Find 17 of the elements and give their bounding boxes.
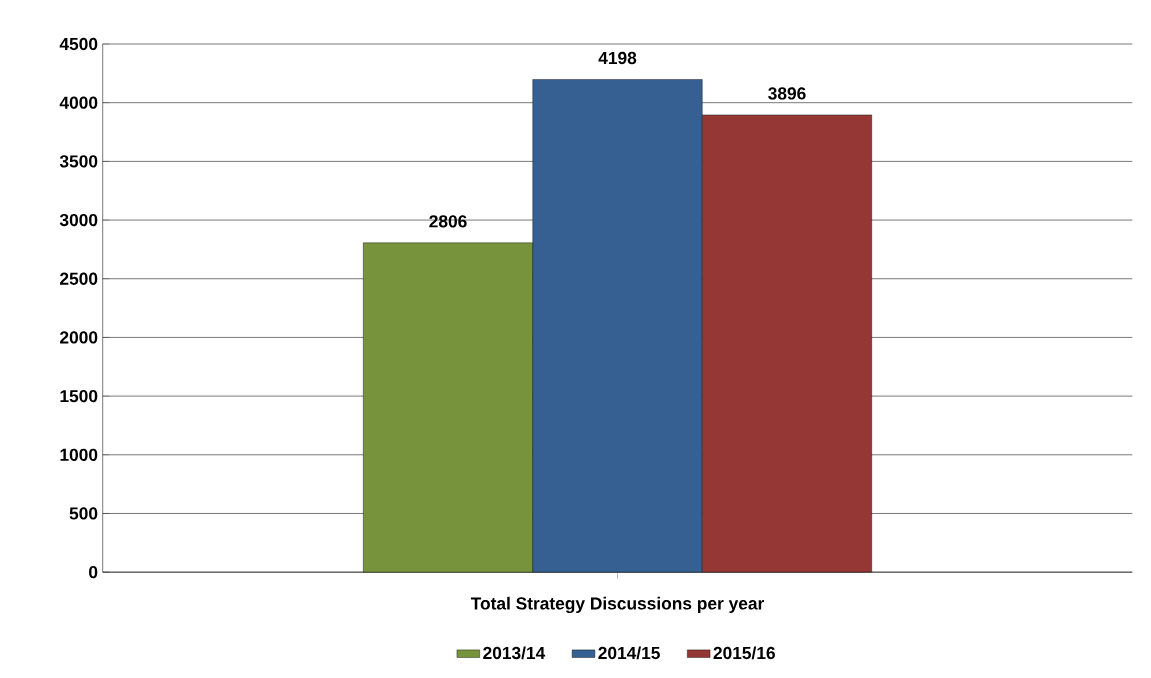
y-tick-label: 2000 bbox=[60, 331, 98, 344]
y-tick-label: 0 bbox=[89, 566, 98, 579]
legend-label: 2013/14 bbox=[483, 646, 546, 660]
y-tick-label: 1000 bbox=[60, 448, 98, 462]
y-tick-label: 500 bbox=[69, 507, 98, 520]
legend-label: 2014/15 bbox=[598, 646, 660, 660]
y-tick-label: 3000 bbox=[59, 214, 98, 227]
legend-label: 2015/16 bbox=[713, 646, 775, 660]
x-tick-label: Total Strategy Discussions per year bbox=[470, 597, 765, 614]
y-tick-label: 3500 bbox=[59, 155, 98, 168]
y-tick-label: 4500 bbox=[59, 38, 98, 51]
y-tick-label: 1500 bbox=[60, 390, 98, 403]
y-tick-label: 4000 bbox=[59, 96, 98, 110]
data-label: 3896 bbox=[768, 87, 806, 100]
data-label: 2806 bbox=[429, 215, 467, 228]
data-label: 4198 bbox=[598, 52, 637, 65]
y-tick-label: 2500 bbox=[60, 272, 98, 286]
